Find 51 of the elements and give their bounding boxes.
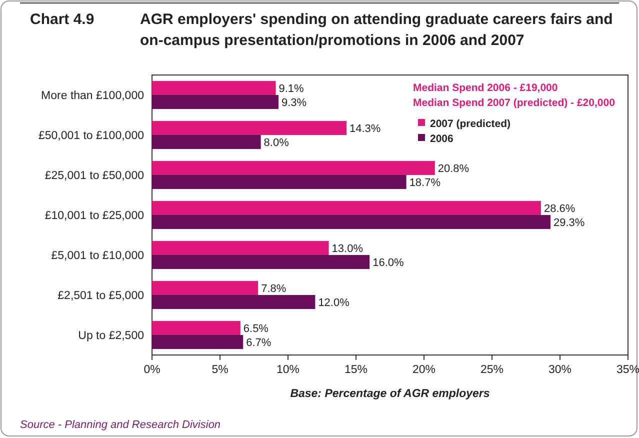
y-tick-label: Up to £2,500 [78, 330, 144, 342]
bar [152, 295, 316, 309]
x-tick-label: 30% [548, 364, 572, 376]
annotation: Median Spend 2007 (predicted) - £20,000 [413, 97, 616, 109]
legend-label: 2006 [430, 133, 454, 145]
data-label: 9.1% [278, 83, 304, 95]
x-tick-label: 25% [480, 364, 504, 376]
x-tick-label: 10% [276, 364, 300, 376]
data-label: 7.8% [261, 283, 286, 295]
y-tick-label: £25,001 to £50,000 [44, 170, 144, 182]
data-label: 6.7% [246, 337, 272, 349]
bar [152, 135, 261, 149]
data-label: 16.0% [372, 257, 404, 269]
data-label: 8.0% [264, 137, 290, 149]
x-axis-title: Base: Percentage of AGR employers [290, 388, 490, 400]
bar [152, 321, 240, 335]
chart-subtitle: AGR employers' spending on attending graduate careers fairs and on-campus presentation/promotions in 2006 and 2007 [140, 11, 613, 49]
data-label: 20.8% [438, 163, 470, 175]
bar [152, 201, 541, 215]
chart-title: Chart 4.9 [30, 11, 94, 28]
bar [152, 175, 406, 189]
data-label: 13.0% [332, 243, 364, 255]
annotation: Median Spend 2006 - £19,000 [413, 82, 558, 94]
y-tick-label: £2,501 to £5,000 [58, 290, 144, 302]
bar [152, 161, 435, 175]
legend-label: 2007 (predicted) [430, 118, 511, 130]
y-tick-label: £10,001 to £25,000 [44, 210, 144, 222]
bar [152, 241, 329, 255]
x-tick-label: 5% [212, 364, 228, 376]
bar [152, 81, 276, 95]
bar [152, 335, 244, 349]
source-note: Source - Planning and Research Division [20, 419, 221, 431]
x-tick-label: 20% [412, 364, 436, 376]
x-tick-label: 35% [616, 364, 639, 376]
y-tick-label: More than £100,000 [41, 90, 144, 102]
data-label: 18.7% [409, 177, 441, 189]
data-label: 14.3% [349, 123, 381, 135]
data-label: 28.6% [544, 203, 576, 215]
bar [152, 281, 258, 295]
bar [152, 255, 370, 269]
data-label: 6.5% [243, 323, 269, 335]
y-tick-label: £5,001 to £10,000 [51, 250, 144, 262]
bar [152, 121, 346, 135]
bar [152, 95, 278, 109]
y-tick-label: £50,001 to £100,000 [38, 130, 144, 142]
data-label: 29.3% [553, 217, 585, 229]
x-tick-label: 0% [144, 364, 160, 376]
x-tick-label: 15% [344, 364, 368, 376]
bar [152, 215, 550, 229]
data-label: 9.3% [281, 97, 307, 109]
data-label: 12.0% [318, 297, 350, 309]
